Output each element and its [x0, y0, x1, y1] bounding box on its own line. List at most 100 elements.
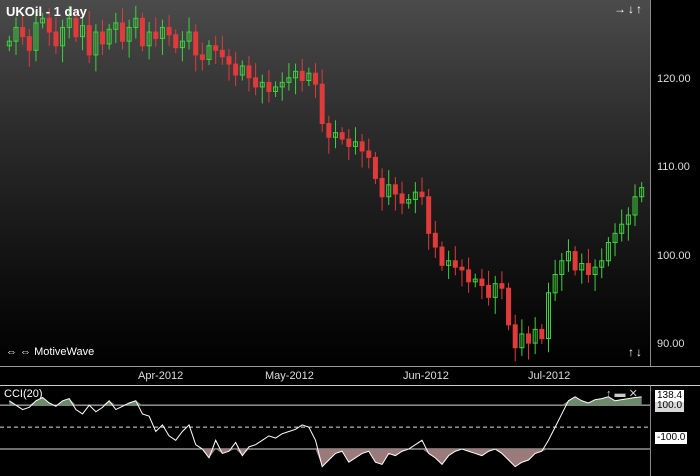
candle-body: [33, 22, 39, 51]
candle-body: [173, 34, 179, 49]
candle-body: [366, 150, 372, 158]
candle-body: [6, 40, 12, 47]
candle-body: [106, 28, 112, 45]
candle-body: [392, 184, 398, 195]
candle-body: [319, 83, 325, 125]
candle-body: [313, 72, 319, 85]
candle-body: [572, 251, 578, 271]
candle-body: [226, 56, 232, 65]
candle-body: [619, 223, 625, 234]
candle-body: [20, 26, 26, 38]
candle-body: [293, 70, 299, 79]
candle-body: [579, 263, 585, 271]
candle-body: [153, 31, 159, 39]
candle-body: [592, 266, 598, 275]
candle-body: [233, 63, 239, 76]
candle-body: [532, 328, 538, 344]
y-tick: 110.00: [657, 161, 690, 173]
candle-body: [519, 333, 525, 349]
candle-body: [93, 31, 99, 56]
candle-body: [80, 25, 86, 38]
candle-body: [166, 26, 172, 36]
brand-name: MotiveWave: [34, 346, 95, 358]
cci-axis: 138.4 100.0 -100.0: [650, 385, 700, 476]
chart-title: UKOil - 1 day: [6, 4, 87, 19]
candle-body: [53, 31, 59, 47]
price-axis[interactable]: 120.00 110.00 100.00 90.00: [650, 0, 700, 366]
price-pane[interactable]: [0, 0, 650, 366]
candle-body: [452, 260, 458, 268]
candle-body: [346, 138, 352, 147]
candle-body: [399, 193, 405, 204]
x-tick: Jun-2012: [403, 370, 449, 382]
candle-body: [479, 278, 485, 286]
candle-body: [352, 141, 358, 147]
candle-body: [585, 263, 591, 275]
candle-body: [186, 31, 192, 42]
y-tick: 90.00: [657, 338, 685, 350]
candle-body: [545, 292, 551, 340]
candle-body: [599, 260, 605, 268]
candle-body: [526, 333, 532, 344]
cci-controls-icon[interactable]: ↑ ▬ ✕: [606, 388, 638, 400]
candle-body: [206, 45, 212, 60]
candle-body: [13, 26, 19, 42]
candlestick-chart[interactable]: [0, 0, 650, 366]
candle-body: [139, 17, 145, 47]
cci-pane[interactable]: CCI(20): [0, 385, 650, 476]
candle-body: [326, 123, 332, 138]
candle-body: [472, 278, 478, 283]
candle-body: [266, 81, 272, 92]
candle-body: [299, 70, 305, 82]
motivewave-logo: ⇔ ⇔ MotiveWave: [6, 346, 94, 358]
candle-body: [539, 328, 545, 340]
cci-upper-level-badge: 100.0: [655, 400, 685, 412]
candle-body: [372, 156, 378, 179]
candle-body: [605, 241, 611, 262]
candle-body: [26, 36, 32, 51]
cci-title: CCI(20): [4, 388, 43, 400]
y-tick: 100.00: [657, 250, 691, 262]
candle-body: [219, 49, 225, 58]
candle-body: [133, 17, 139, 28]
candle-body: [459, 266, 465, 271]
candle-body: [506, 287, 512, 326]
candle-body: [279, 81, 285, 88]
candle-body: [432, 232, 438, 248]
candle-body: [559, 260, 565, 275]
x-tick: May-2012: [265, 370, 314, 382]
candle-body: [499, 283, 505, 289]
candle-body: [253, 77, 259, 88]
cci-overbought-fill: [9, 396, 642, 406]
candle-body: [86, 25, 92, 56]
candle-body: [46, 17, 52, 33]
candle-body: [359, 141, 365, 152]
candle-body: [126, 26, 132, 42]
candle-body: [146, 31, 152, 47]
candle-body: [199, 54, 205, 60]
candle-body: [100, 31, 106, 45]
cci-chart: [0, 396, 650, 468]
time-axis[interactable]: Apr-2012 May-2012 Jun-2012 Jul-2012: [0, 366, 700, 385]
candle-body: [213, 45, 219, 51]
pan-arrows-icon[interactable]: →↓↑: [614, 2, 644, 16]
y-tick: 120.00: [657, 73, 691, 85]
candle-body: [332, 132, 338, 138]
zoom-arrows-icon[interactable]: ⇔ ⇔: [6, 346, 32, 358]
candle-body: [386, 184, 392, 198]
candle-body: [40, 17, 46, 24]
candle-body: [119, 22, 125, 42]
candle-body: [492, 283, 498, 298]
scroll-arrows-icon[interactable]: ↑↓: [628, 345, 644, 359]
candle-body: [419, 191, 425, 198]
candle-body: [193, 31, 199, 56]
candle-body: [159, 26, 165, 39]
candle-body: [512, 324, 518, 349]
candle-body: [60, 26, 66, 47]
candle-body: [66, 17, 72, 28]
cci-value-badge: 138.4: [655, 390, 685, 402]
candle-body: [259, 81, 265, 88]
candle-body: [239, 65, 245, 76]
candle-body: [632, 196, 638, 216]
